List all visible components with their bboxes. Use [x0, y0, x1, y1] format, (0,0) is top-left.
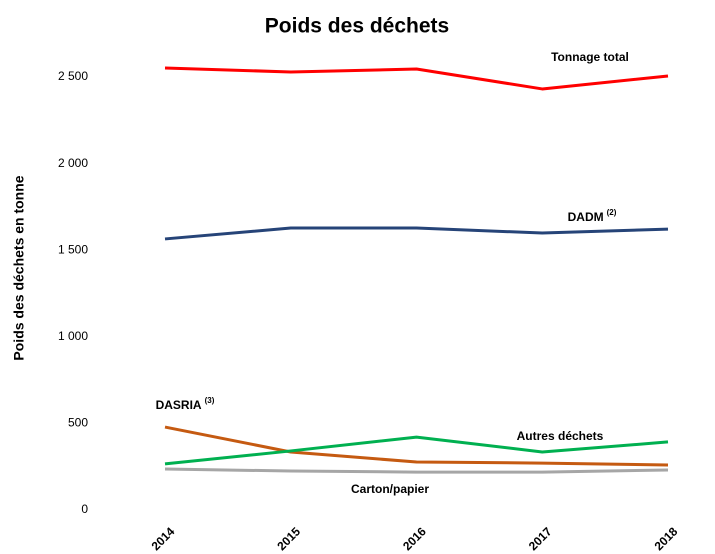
- y-tick-label: 500: [68, 416, 88, 430]
- chart-title: Poids des déchets: [265, 15, 449, 38]
- y-tick-label: 2 500: [58, 69, 88, 83]
- y-tick-label: 0: [81, 502, 88, 516]
- x-tick-label: 2017: [526, 524, 555, 553]
- series-name: DASRIA: [156, 398, 202, 412]
- series-label: Autres déchets: [517, 429, 604, 443]
- series-line: [164, 435, 669, 466]
- series-note: (2): [607, 208, 617, 217]
- series-label: Carton/papier: [351, 482, 429, 496]
- series-label: DADM (2): [568, 208, 617, 224]
- series-line: [164, 467, 669, 474]
- series-line: [164, 425, 669, 467]
- series-name: Carton/papier: [351, 482, 429, 496]
- x-tick-label: 2015: [274, 524, 303, 553]
- series-label: Tonnage total: [551, 50, 629, 64]
- series-line: [164, 226, 669, 241]
- series-line: [164, 66, 669, 91]
- y-tick-label: 2 000: [58, 156, 88, 170]
- y-tick-label: 1 000: [58, 329, 88, 343]
- y-axis-title: Poids des déchets en tonne: [11, 175, 27, 360]
- x-tick-label: 2016: [400, 524, 429, 553]
- x-tick-label: 2014: [149, 524, 178, 553]
- series-name: Autres déchets: [517, 429, 604, 443]
- series-name: Tonnage total: [551, 50, 629, 64]
- x-tick-label: 2018: [652, 524, 681, 553]
- series-name: DADM: [568, 210, 604, 224]
- y-tick-label: 1 500: [58, 242, 88, 256]
- series-label: DASRIA (3): [156, 396, 215, 412]
- series-note: (3): [205, 396, 215, 405]
